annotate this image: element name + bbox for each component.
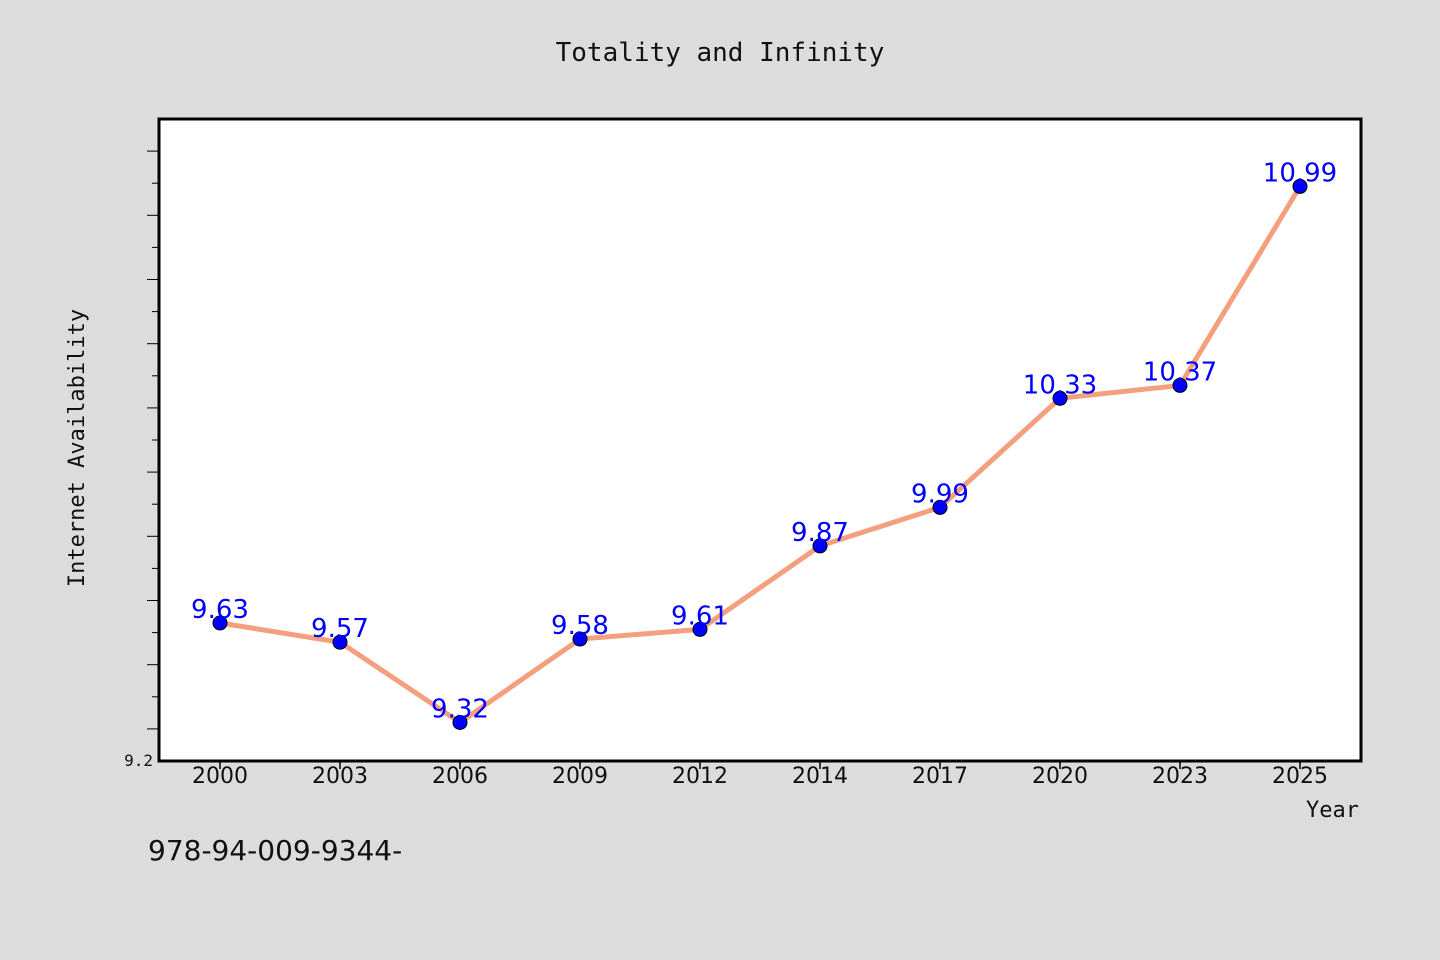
data-markers: [212, 178, 1308, 730]
data-label: 10.33: [1023, 370, 1097, 400]
data-label: 9.61: [671, 601, 729, 631]
isbn-text: 978-94-009-9344-: [148, 834, 403, 867]
x-tick-label: 2014: [792, 764, 848, 789]
y-axis-label: Internet Availability: [65, 309, 90, 587]
data-point: [932, 499, 948, 515]
data-point: [572, 631, 588, 647]
data-label: 10.37: [1143, 357, 1217, 387]
data-label: 9.99: [911, 479, 969, 509]
data-point: [692, 621, 708, 637]
data-label: 9.63: [191, 595, 249, 625]
data-label: 9.58: [551, 611, 609, 641]
x-tick-label: 2020: [1032, 764, 1088, 789]
x-tick-label: 2006: [432, 764, 488, 789]
x-tick-label: 2012: [672, 764, 728, 789]
y-tick-label: 9.2: [124, 751, 153, 770]
x-axis-ticks: 2000 2003 2006 2009 2012 2014 2017 2020 2023 2025: [192, 761, 1328, 789]
x-tick-label: 2000: [192, 764, 248, 789]
x-axis-label: Year: [1306, 798, 1359, 823]
x-tick-label: 2017: [912, 764, 968, 789]
data-labels: 9.63 9.57 9.32 9.58 9.61 9.87 9.99 10.33 10.37 10…: [191, 158, 1337, 724]
plot-area: [157, 117, 1363, 763]
x-tick-label: 2025: [1272, 764, 1328, 789]
data-label: 9.32: [431, 694, 489, 724]
data-label: 10.99: [1263, 158, 1337, 188]
x-tick-label: 2003: [312, 764, 368, 789]
data-point: [212, 615, 228, 631]
y-axis-ticks: [147, 150, 159, 730]
x-tick-label: 2009: [552, 764, 608, 789]
data-point: [1052, 390, 1068, 406]
data-point: [1172, 377, 1188, 393]
data-point: [452, 714, 468, 730]
chart-title: Totality and Infinity: [556, 38, 885, 68]
data-label: 9.57: [311, 614, 369, 644]
data-point: [332, 634, 348, 650]
data-point: [812, 538, 828, 554]
series-line: [217, 183, 1303, 725]
data-label: 9.87: [791, 518, 849, 548]
x-tick-label: 2023: [1152, 764, 1208, 789]
data-point: [1292, 178, 1308, 194]
